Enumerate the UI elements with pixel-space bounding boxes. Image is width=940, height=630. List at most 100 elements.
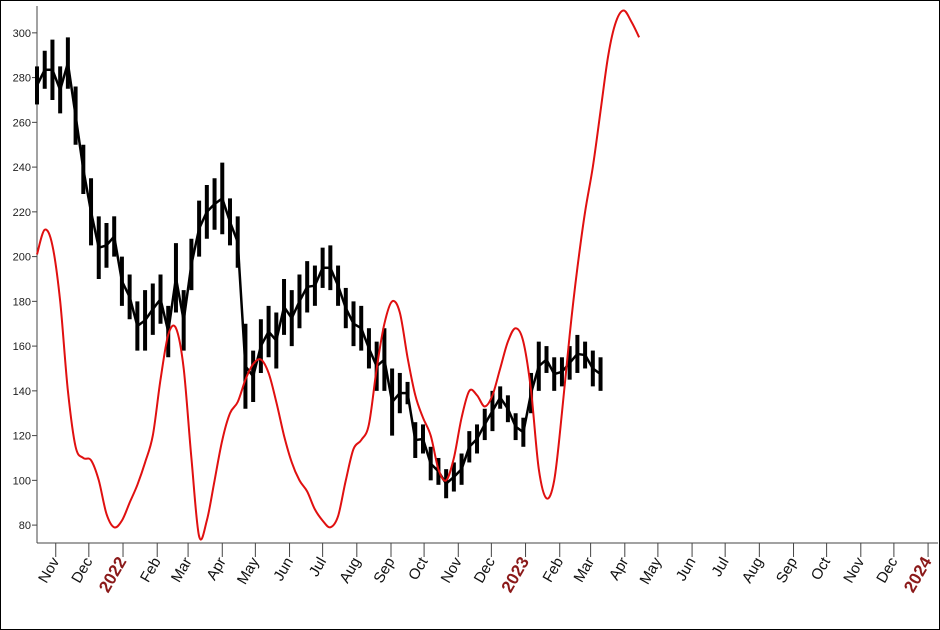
range-connector: [329, 267, 340, 287]
x-month-label: Dec: [471, 554, 499, 586]
x-year-label: 2023: [498, 554, 533, 596]
y-tick-label: 160: [13, 341, 31, 353]
y-tick-label: 300: [13, 28, 31, 40]
range-connector: [468, 438, 478, 448]
range-connector: [577, 352, 586, 357]
range-connector: [174, 277, 185, 321]
x-month-label: Jul: [306, 555, 330, 580]
range-connector: [336, 285, 347, 309]
x-month-label: Nov: [35, 554, 63, 586]
range-connector: [514, 425, 525, 434]
range-connector: [228, 221, 239, 243]
x-year-label: 2024: [900, 553, 936, 596]
range-connector: [506, 408, 517, 428]
range-connector: [283, 306, 293, 319]
x-month-label: Mar: [168, 555, 196, 586]
y-tick-label: 120: [13, 431, 31, 443]
range-connector: [120, 280, 131, 298]
range-connector: [197, 211, 208, 230]
x-month-label: Jun: [673, 555, 700, 584]
range-connector: [182, 264, 193, 321]
range-connector: [391, 392, 401, 403]
range-connector: [483, 410, 494, 426]
x-month-label: Feb: [540, 555, 568, 586]
range-connector: [51, 69, 62, 91]
cycle-line-series: [36, 9, 641, 541]
range-connector: [445, 476, 455, 485]
range-connector: [298, 286, 309, 302]
range-connector: [74, 115, 85, 170]
range-connector: [151, 298, 162, 310]
range-connector: [499, 396, 509, 410]
range-connector: [313, 267, 324, 287]
range-connector: [406, 392, 417, 441]
range-connector: [429, 462, 440, 473]
range-connector: [415, 437, 424, 442]
y-tick-label: 80: [19, 520, 31, 532]
range-connector: [568, 353, 579, 364]
y-tick-label: 260: [13, 117, 31, 129]
x-month-label: Dec: [68, 554, 96, 586]
x-month-label: Oct: [405, 554, 432, 583]
range-connector: [537, 358, 548, 368]
x-month-label: Sep: [370, 555, 398, 587]
range-connector: [159, 298, 170, 332]
range-connector: [553, 370, 563, 376]
range-connector: [190, 228, 201, 265]
x-month-label: Jun: [270, 555, 297, 584]
series-layer: [35, 9, 641, 541]
range-connector: [383, 359, 394, 403]
x-month-label: Aug: [336, 555, 364, 587]
range-connector: [166, 277, 178, 332]
range-connector: [491, 396, 502, 412]
x-month-label: Sep: [773, 555, 801, 587]
x-month-label: Dec: [873, 554, 901, 586]
range-connector: [136, 319, 146, 327]
range-connector: [105, 235, 116, 247]
range-connector: [89, 211, 100, 248]
range-connector: [112, 236, 124, 282]
y-axis: 80 100 120 140 160 180 200 220 240 260 280 300: [13, 6, 38, 543]
range-connector: [66, 62, 77, 116]
x-month-label: May: [636, 554, 665, 587]
x-month-label: Apr: [203, 554, 229, 583]
y-tick-label: 180: [13, 296, 31, 308]
range-connector: [460, 446, 471, 470]
x-month-label: Nov: [840, 554, 868, 586]
x-month-label: Aug: [739, 555, 767, 587]
y-tick-label: 100: [13, 475, 31, 487]
range-connector: [82, 169, 93, 213]
range-connector: [344, 307, 355, 325]
range-connector: [545, 358, 556, 375]
range-connector: [267, 330, 278, 342]
range-connector: [213, 197, 224, 206]
range-connector: [360, 327, 371, 349]
range-connector: [367, 347, 378, 367]
range-series: [35, 37, 603, 499]
x-month-label: Feb: [137, 555, 165, 586]
x-month-label: Jul: [708, 555, 732, 580]
x-year-label: 2022: [95, 554, 130, 596]
range-connector: [98, 244, 107, 249]
range-connector: [592, 367, 602, 376]
range-connector: [144, 308, 154, 322]
range-connector: [522, 392, 533, 433]
range-connector: [35, 69, 46, 86]
y-tick-label: 240: [13, 162, 31, 174]
range-connector: [307, 284, 316, 289]
y-tick-label: 140: [13, 386, 31, 398]
range-connector: [290, 300, 301, 319]
x-month-label: May: [234, 554, 263, 587]
x-month-label: Nov: [438, 554, 466, 586]
y-tick-label: 280: [13, 73, 31, 85]
range-connector: [421, 438, 432, 464]
range-connector: [275, 306, 286, 341]
range-connector: [452, 468, 463, 478]
range-connector: [352, 322, 362, 330]
range-connector: [221, 198, 232, 223]
range-connector: [128, 296, 139, 327]
y-tick-label: 200: [13, 252, 31, 264]
range-connector: [259, 330, 270, 347]
